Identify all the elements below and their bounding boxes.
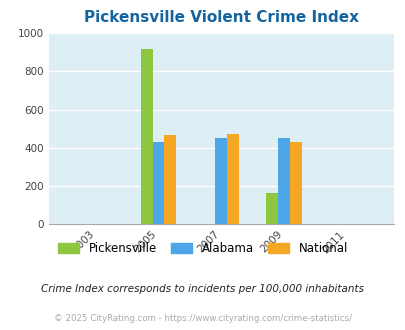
Bar	[289, 142, 301, 224]
Text: © 2025 CityRating.com - https://www.cityrating.com/crime-statistics/: © 2025 CityRating.com - https://www.city…	[54, 314, 351, 323]
Bar	[152, 142, 164, 224]
Bar	[277, 138, 289, 224]
Bar	[227, 134, 239, 224]
Bar	[265, 193, 277, 224]
Title: Pickensville Violent Crime Index: Pickensville Violent Crime Index	[83, 10, 358, 25]
Bar	[215, 138, 227, 224]
Text: Crime Index corresponds to incidents per 100,000 inhabitants: Crime Index corresponds to incidents per…	[41, 284, 364, 294]
Legend: Pickensville, Alabama, National: Pickensville, Alabama, National	[53, 237, 352, 260]
Bar	[140, 49, 152, 224]
Bar	[164, 135, 176, 224]
